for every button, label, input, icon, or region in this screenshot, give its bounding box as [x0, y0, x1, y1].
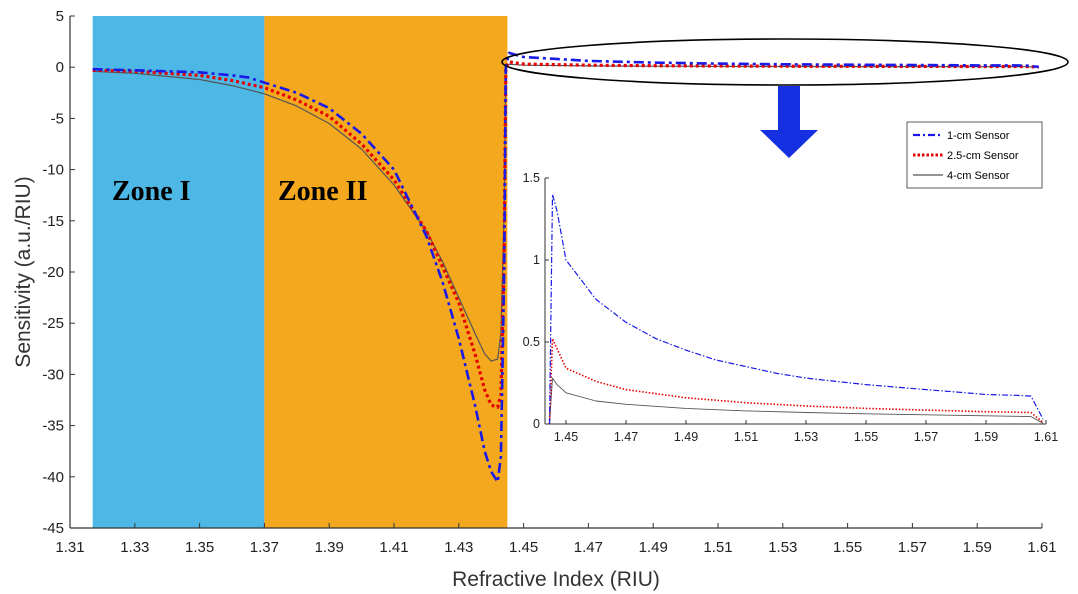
x-tick-label: 1.35 — [185, 539, 214, 556]
inset-x-tick-label: 1.59 — [974, 430, 998, 444]
x-tick-label: 1.51 — [703, 539, 732, 556]
inset-x-tick-label: 1.49 — [674, 430, 698, 444]
inset-x-tick-label: 1.57 — [914, 430, 938, 444]
x-tick-label: 1.55 — [833, 539, 862, 556]
y-tick-label: -25 — [42, 315, 64, 332]
x-tick-label: 1.61 — [1027, 539, 1056, 556]
x-tick-label: 1.49 — [639, 539, 668, 556]
x-axis-title: Refractive Index (RIU) — [452, 568, 660, 591]
series-line-1-cm-sensor — [92, 51, 1039, 484]
x-tick-label: 1.57 — [898, 539, 927, 556]
inset-background — [545, 178, 1046, 424]
y-tick-label: -45 — [42, 520, 64, 537]
x-tick-label: 1.31 — [55, 539, 84, 556]
inset-y-tick-label: 1 — [533, 253, 540, 267]
zone-label-1: Zone I — [112, 176, 191, 207]
inset-series-line-1-cm-sensor — [548, 193, 1044, 425]
x-tick-label: 1.37 — [250, 539, 279, 556]
zone-label-2: Zone II — [278, 176, 367, 207]
y-tick-label: 5 — [56, 8, 64, 25]
y-tick-label: -5 — [51, 110, 64, 127]
y-tick-label: -20 — [42, 264, 64, 281]
x-tick-label: 1.45 — [509, 539, 538, 556]
inset-x-tick-label: 1.55 — [854, 430, 878, 444]
highlight-ellipse — [501, 38, 1069, 86]
inset-x-tick-label: 1.51 — [734, 430, 758, 444]
x-tick-label: 1.33 — [120, 539, 149, 556]
x-tick-label: 1.41 — [379, 539, 408, 556]
inset-x-tick-label: 1.45 — [554, 430, 578, 444]
inset-series-line-4-cm-sensor — [549, 377, 1044, 425]
x-tick-label: 1.39 — [315, 539, 344, 556]
legend-box — [906, 121, 1043, 189]
legend-label: 1-cm Sensor — [947, 130, 1010, 142]
inset-series-line-2-5-cm-sensor — [548, 337, 1044, 425]
y-tick-label: -10 — [42, 162, 64, 179]
x-tick-label: 1.53 — [768, 539, 797, 556]
down-arrow-icon — [760, 86, 818, 158]
inset-y-tick-label: 0.5 — [523, 335, 540, 349]
inset-y-tick-label: 1.5 — [523, 171, 540, 185]
inset-x-tick-label: 1.53 — [794, 430, 818, 444]
y-tick-label: 0 — [56, 59, 64, 76]
inset-x-tick-label: 1.47 — [614, 430, 638, 444]
legend-label: 4-cm Sensor — [947, 170, 1010, 182]
y-axis-title: Sensitivity (a.u./RIU) — [12, 176, 35, 367]
zone-band-2 — [264, 16, 508, 528]
x-tick-label: 1.47 — [574, 539, 603, 556]
y-tick-label: -40 — [42, 469, 64, 486]
x-tick-label: 1.59 — [963, 539, 992, 556]
inset-y-tick-label: 0 — [533, 417, 540, 431]
y-tick-label: -35 — [42, 418, 64, 435]
inset-x-tick-label: 1.61 — [1034, 430, 1058, 444]
y-tick-label: -15 — [42, 213, 64, 230]
series-line-2-5-cm-sensor — [92, 60, 1039, 409]
x-tick-label: 1.43 — [444, 539, 473, 556]
y-tick-label: -30 — [42, 366, 64, 383]
legend-label: 2.5-cm Sensor — [947, 150, 1019, 162]
zone-band-1 — [92, 16, 265, 528]
